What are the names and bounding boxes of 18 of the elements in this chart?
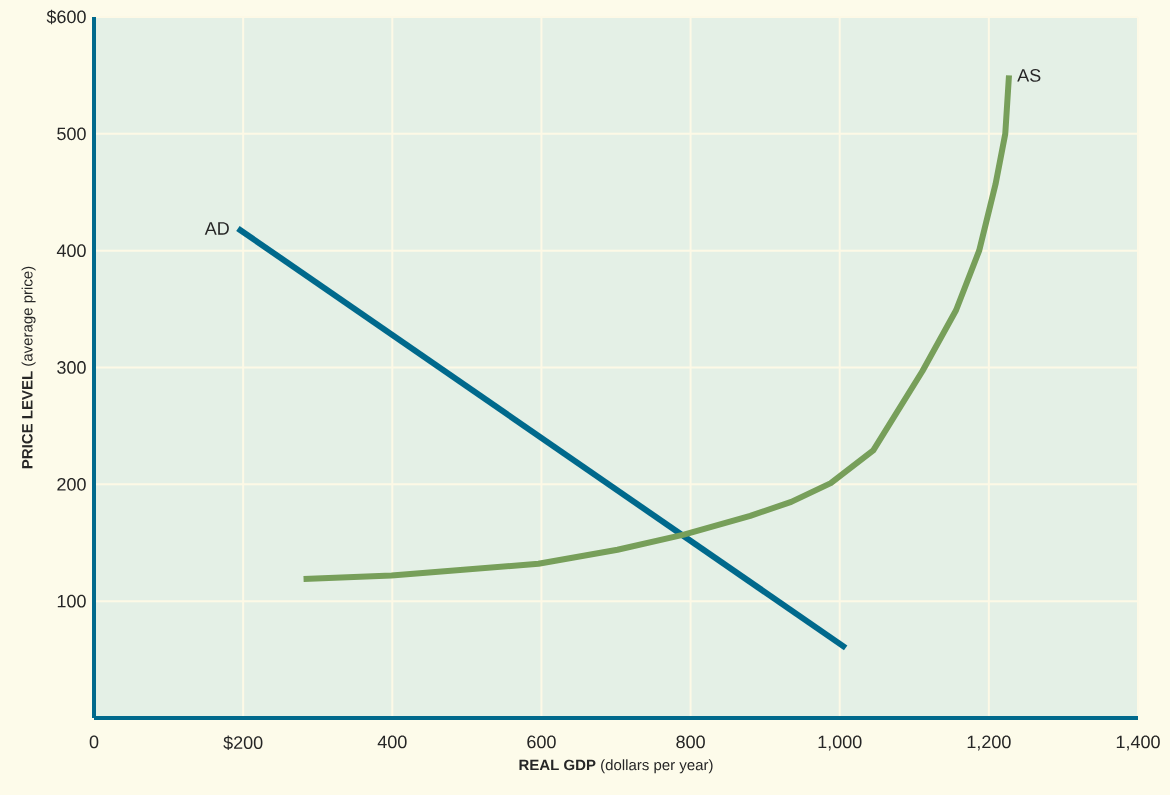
x-axis-title: REAL GDP (dollars per year): [519, 759, 713, 774]
series-label: AD: [204, 222, 229, 235]
x-tick-label: $200: [223, 735, 263, 751]
y-tick-label: 500: [57, 127, 86, 141]
y-tick-label: 100: [57, 594, 86, 608]
x-tick-label: 1,000: [818, 735, 862, 751]
y-tick-label: 300: [57, 361, 86, 374]
series-label: AS: [1017, 69, 1041, 82]
y-tick-label: $600: [46, 9, 86, 25]
y-tick-label: 400: [56, 244, 86, 258]
y-tick-label: 200: [57, 477, 86, 491]
x-tick-label: 400: [377, 735, 407, 749]
x-tick-label: 1,200: [967, 735, 1011, 751]
y-axis-title: PRICE LEVEL (average price): [21, 266, 36, 469]
x-tick-label: 600: [527, 735, 556, 749]
x-tick-label: 800: [676, 735, 705, 749]
x-tick-label: 1,400: [1116, 735, 1160, 751]
x-tick-label: 0: [89, 735, 99, 749]
